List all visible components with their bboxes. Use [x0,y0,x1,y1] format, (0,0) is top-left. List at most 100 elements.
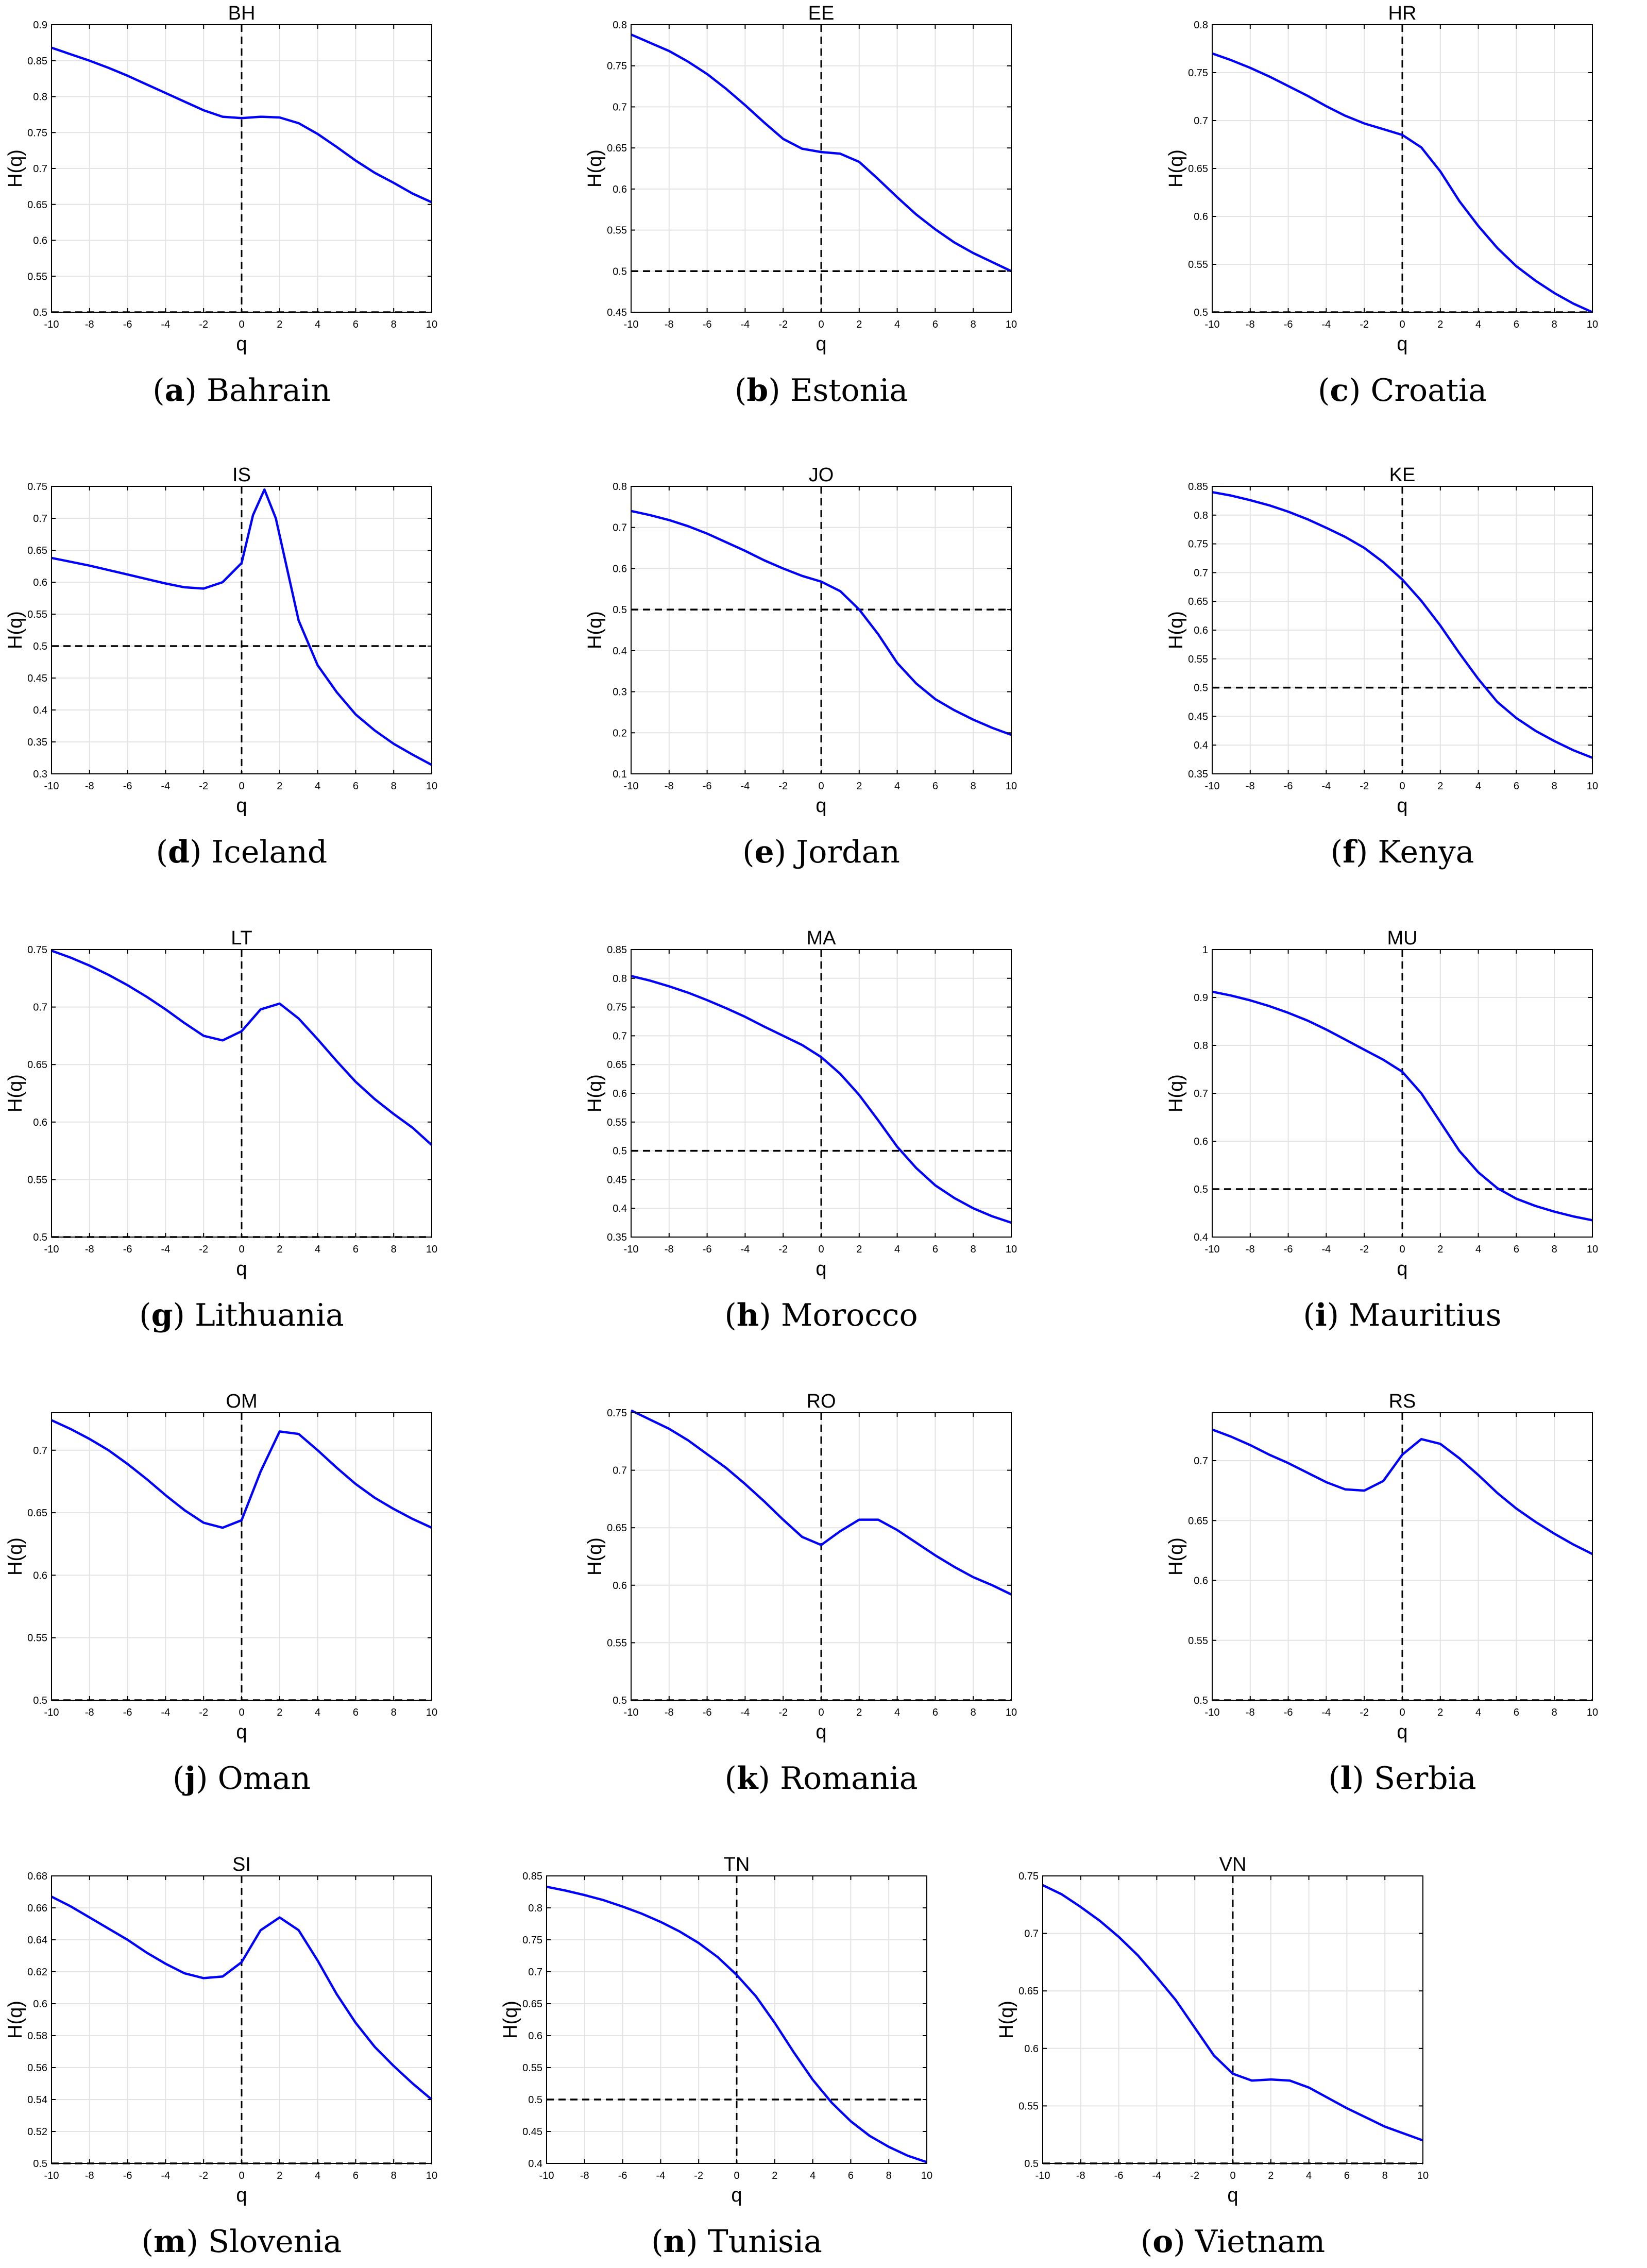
y-tick-label: 0.8 [613,973,627,985]
y-tick-label: 0.6 [613,1088,627,1099]
caption-paren-close: ) [1349,373,1370,409]
chart-title: BH [228,3,256,24]
caption-paren-close: ) [758,1761,779,1797]
x-tick-label: 8 [971,1707,976,1718]
x-tick-label: -2 [199,319,208,330]
caption-paren-open: ( [742,834,754,870]
x-axis-label: q [731,2185,742,2206]
caption-country: Mauritius [1349,1297,1501,1333]
panel-caption: (c) Croatia [1318,373,1487,409]
x-tick-label: -6 [703,1244,712,1255]
chart-panel-is: -10 -8 -6 -4 -2 0 2 4 6 8 10 0.3 0.35 0.4 0.45 0.5 0.55 0… [5,464,437,870]
chart-panel-ma: -10 -8 -6 -4 -2 0 2 4 6 8 10 0.35 0.4 0.45 0.5 0.55 0.6 0… [584,927,1017,1333]
y-tick-label: 0.3 [33,769,47,780]
panel-caption: (e) Jordan [742,834,900,870]
hq-series-line [546,1885,927,2163]
x-tick-label: -10 [624,1707,639,1718]
y-tick-label: 0.4 [613,1203,627,1214]
y-tick-label: 0.45 [607,307,627,318]
x-tick-label: 6 [932,319,938,330]
x-tick-label: 4 [1475,781,1481,792]
x-tick-label: -2 [778,319,788,330]
y-tick-label: 0.4 [33,705,47,716]
y-tick-label: 0.66 [27,1903,47,1914]
x-tick-label: 8 [971,781,976,792]
y-tick-label: 0.75 [607,1002,627,1013]
caption-paren-open: ( [142,2224,154,2260]
y-tick-label: 0.56 [27,2062,47,2074]
x-tick-label: -6 [1284,1244,1293,1255]
x-tick-label: 10 [921,2170,932,2181]
y-tick-label: 0.7 [33,513,47,524]
x-tick-label: -2 [199,2170,208,2181]
chart-panel-vn: -10 -8 -6 -4 -2 0 2 4 6 8 10 0.5 0.55 0.6 0.65 0.7 0.75 V… [996,1854,1429,2260]
chart-title: KE [1389,464,1416,486]
x-tick-label: 2 [1437,319,1443,330]
y-tick-label: 0.5 [528,2094,542,2106]
x-tick-label: -10 [539,2170,554,2181]
x-tick-label: 6 [1514,781,1519,792]
y-tick-label: 0.55 [27,609,47,620]
x-tick-label: 0 [1230,2170,1235,2181]
x-tick-label: -8 [665,781,674,792]
hq-series-line [51,488,433,766]
x-tick-label: -8 [665,1244,674,1255]
x-tick-label: 6 [353,2170,359,2181]
chart-title: VN [1219,1854,1247,1875]
x-tick-label: 10 [1417,2170,1429,2181]
caption-letter: l [1340,1761,1352,1797]
x-tick-label: -2 [1360,1244,1369,1255]
y-tick-label: 0.62 [27,1967,47,1978]
panel-caption: (f) Kenya [1331,834,1474,870]
chart-title: MU [1387,927,1417,949]
x-tick-label: 2 [856,319,862,330]
chart-panel-si: -10 -8 -6 -4 -2 0 2 4 6 8 10 0.5 0.52 0.54 0.56 0.58 0.6… [5,1854,437,2260]
y-tick-label: 0.55 [607,225,627,236]
y-tick-label: 0.6 [528,2030,542,2042]
x-tick-label: -6 [123,319,132,330]
x-tick-label: -8 [1246,1707,1255,1718]
caption-paren-close: ) [774,834,796,870]
x-tick-label: 0 [818,1707,824,1718]
x-tick-label: 4 [894,1244,900,1255]
panel-caption: (k) Romania [724,1761,918,1797]
y-tick-label: 0.7 [1194,1088,1208,1099]
x-tick-label: -8 [580,2170,589,2181]
x-tick-label: 10 [1006,319,1017,330]
x-axis-label: q [816,795,826,817]
x-tick-label: 0 [1399,1244,1405,1255]
caption-letter: f [1343,834,1358,870]
y-tick-label: 0.6 [613,563,627,574]
chart-title: IS [232,464,251,486]
y-axis-label: H(q) [5,2001,26,2039]
hq-series-line [1212,490,1593,759]
caption-paren-close: ) [190,834,211,870]
x-tick-label: 4 [1475,1707,1481,1718]
y-tick-label: 0.7 [33,163,47,175]
x-tick-label: 8 [1552,1707,1557,1718]
y-tick-label: 0.55 [27,271,47,282]
panel-caption: (n) Tunisia [651,2224,822,2260]
x-tick-label: 10 [1587,319,1598,330]
panel-caption: (o) Vietnam [1141,2224,1325,2260]
caption-country: Serbia [1374,1761,1476,1797]
caption-letter: a [165,373,185,409]
x-tick-label: -4 [741,781,750,792]
y-tick-label: 0.6 [1194,1136,1208,1147]
x-tick-label: 6 [932,1707,938,1718]
x-tick-label: -10 [1205,1244,1220,1255]
x-tick-label: -10 [44,1707,59,1718]
y-tick-label: 0.65 [27,199,47,211]
x-tick-label: 8 [391,781,397,792]
y-tick-label: 0.75 [27,481,47,493]
y-tick-label: 0.64 [27,1935,47,1946]
caption-paren-close: ) [1327,1297,1349,1333]
x-tick-label: -4 [741,1244,750,1255]
x-tick-label: -2 [778,781,788,792]
x-tick-label: -10 [624,781,639,792]
panel-caption: (a) Bahrain [152,373,331,409]
panel-caption: (m) Slovenia [142,2224,342,2260]
x-tick-label: 0 [818,319,824,330]
x-tick-label: 10 [1006,1707,1017,1718]
